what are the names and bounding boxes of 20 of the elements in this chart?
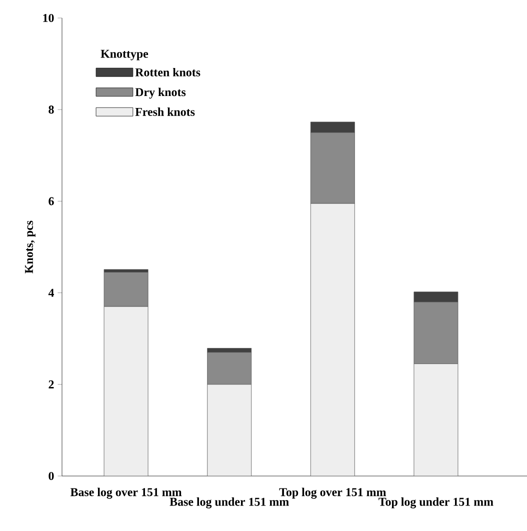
- legend-title: Knottype: [100, 50, 148, 60]
- legend-label: Fresh knots: [135, 108, 195, 116]
- y-tick-label: 2: [48, 380, 54, 388]
- x-tick-label: Base log over 151 mm: [70, 488, 182, 499]
- x-tick-label: Top log under 151 mm: [378, 497, 494, 508]
- y-tick-label: 4: [48, 288, 54, 297]
- legend-label: Rotten knots: [135, 68, 200, 76]
- bar: [310, 203, 355, 476]
- y-tick-label: 6: [48, 197, 54, 206]
- y-tick-label: 8: [48, 106, 54, 114]
- legend-label: Dry knots: [135, 88, 186, 99]
- bar: [207, 384, 252, 476]
- bar: [104, 306, 148, 476]
- bar: [207, 352, 252, 385]
- y-tick-label: 0: [48, 472, 54, 480]
- y-tick-label: 10: [43, 14, 54, 22]
- x-tick-label: Base log under 151 mm: [170, 497, 289, 508]
- bar: [414, 364, 458, 476]
- y-axis-title: Knots, pcs: [25, 220, 36, 274]
- x-tick-label: Top log over 151 mm: [279, 488, 386, 499]
